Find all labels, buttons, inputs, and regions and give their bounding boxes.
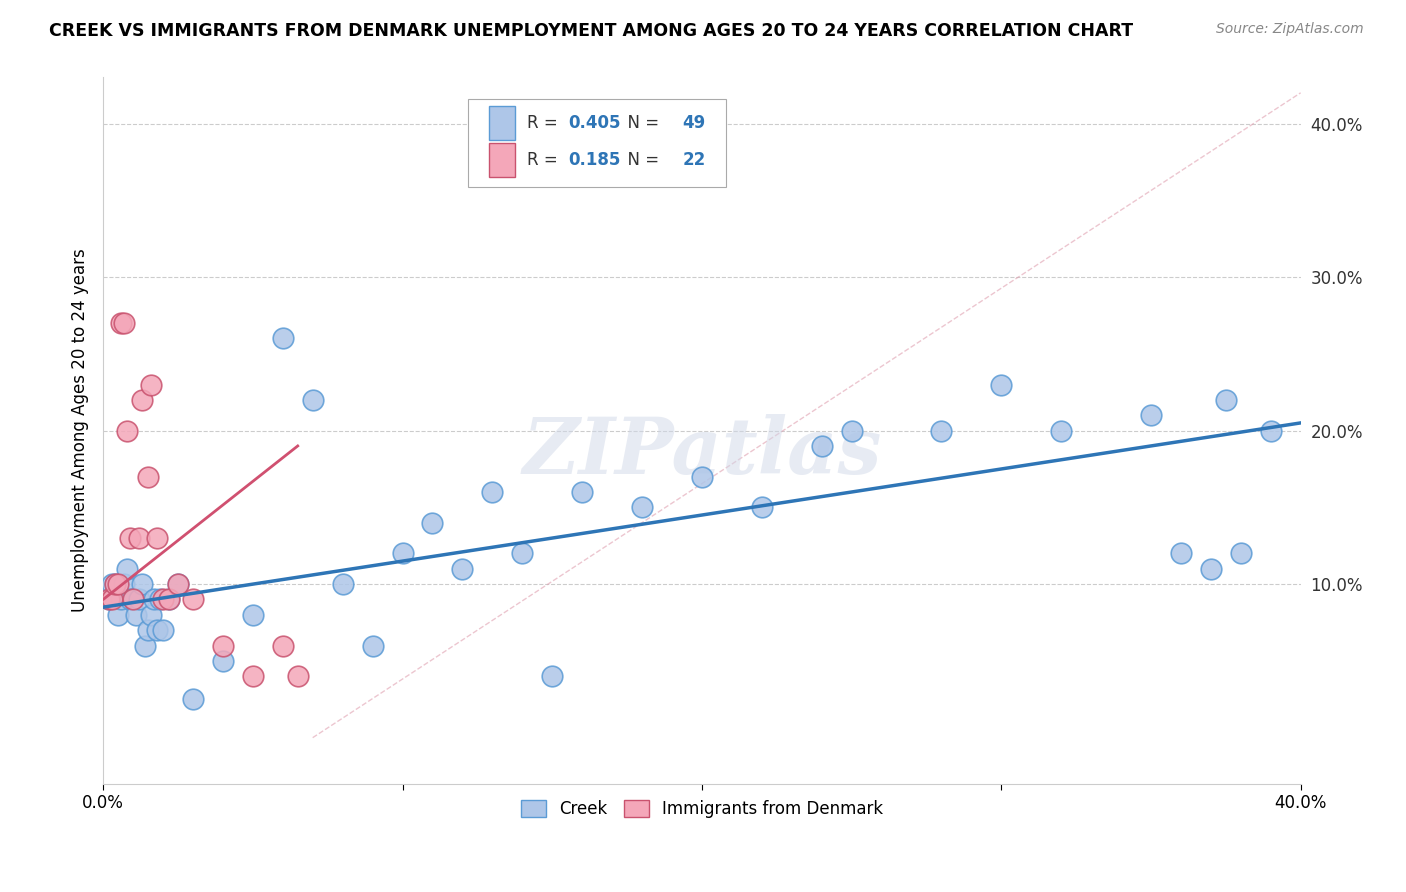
Point <box>1140 409 1163 423</box>
Point <box>115 562 138 576</box>
Point <box>128 531 150 545</box>
Point <box>451 562 474 576</box>
Point <box>115 424 138 438</box>
Point <box>810 439 832 453</box>
Point <box>139 377 162 392</box>
Point <box>110 316 132 330</box>
Point <box>146 623 169 637</box>
Point <box>125 607 148 622</box>
Legend: Creek, Immigrants from Denmark: Creek, Immigrants from Denmark <box>513 793 890 825</box>
Point <box>690 469 713 483</box>
Point <box>391 546 413 560</box>
Point <box>571 485 593 500</box>
Point <box>139 607 162 622</box>
Text: 49: 49 <box>683 114 706 132</box>
Point <box>112 316 135 330</box>
Point <box>107 577 129 591</box>
Point <box>152 592 174 607</box>
Point <box>104 577 127 591</box>
Point <box>242 607 264 622</box>
Bar <box>489 143 515 177</box>
Point <box>167 577 190 591</box>
Point <box>271 331 294 345</box>
Point <box>212 639 235 653</box>
Point <box>143 592 166 607</box>
Point <box>112 577 135 591</box>
Point <box>422 516 444 530</box>
Point <box>181 692 204 706</box>
Point <box>931 424 953 438</box>
Point <box>1050 424 1073 438</box>
Point <box>101 577 124 591</box>
Bar <box>489 106 515 140</box>
Point <box>131 577 153 591</box>
Point <box>212 654 235 668</box>
FancyBboxPatch shape <box>468 99 725 187</box>
Point <box>98 592 121 607</box>
Point <box>149 592 172 607</box>
Point <box>271 639 294 653</box>
Point <box>841 424 863 438</box>
Point <box>361 639 384 653</box>
Text: N =: N = <box>617 114 664 132</box>
Point <box>157 592 180 607</box>
Point <box>242 669 264 683</box>
Point <box>110 592 132 607</box>
Point <box>101 592 124 607</box>
Point <box>98 592 121 607</box>
Text: 0.405: 0.405 <box>568 114 620 132</box>
Point <box>167 577 190 591</box>
Point <box>122 592 145 607</box>
Point <box>181 592 204 607</box>
Point <box>122 592 145 607</box>
Text: Source: ZipAtlas.com: Source: ZipAtlas.com <box>1216 22 1364 37</box>
Text: N =: N = <box>617 151 664 169</box>
Point <box>152 623 174 637</box>
Point <box>541 669 564 683</box>
Point <box>631 500 654 515</box>
Point <box>1215 392 1237 407</box>
Point <box>1199 562 1222 576</box>
Point <box>136 623 159 637</box>
Point <box>1170 546 1192 560</box>
Point <box>1260 424 1282 438</box>
Point <box>481 485 503 500</box>
Point <box>1229 546 1251 560</box>
Point <box>104 577 127 591</box>
Point <box>157 592 180 607</box>
Point <box>990 377 1012 392</box>
Point <box>751 500 773 515</box>
Point <box>128 592 150 607</box>
Text: CREEK VS IMMIGRANTS FROM DENMARK UNEMPLOYMENT AMONG AGES 20 TO 24 YEARS CORRELAT: CREEK VS IMMIGRANTS FROM DENMARK UNEMPLO… <box>49 22 1133 40</box>
Point <box>287 669 309 683</box>
Point <box>136 469 159 483</box>
Text: ZIPatlas: ZIPatlas <box>522 414 882 490</box>
Point <box>146 531 169 545</box>
Y-axis label: Unemployment Among Ages 20 to 24 years: Unemployment Among Ages 20 to 24 years <box>72 249 89 613</box>
Text: R =: R = <box>527 151 568 169</box>
Text: R =: R = <box>527 114 562 132</box>
Point <box>332 577 354 591</box>
Point <box>301 392 323 407</box>
Point <box>510 546 533 560</box>
Point <box>107 607 129 622</box>
Text: 22: 22 <box>683 151 706 169</box>
Point <box>134 639 156 653</box>
Point <box>120 592 142 607</box>
Point <box>120 531 142 545</box>
Text: 0.185: 0.185 <box>568 151 620 169</box>
Point <box>131 392 153 407</box>
